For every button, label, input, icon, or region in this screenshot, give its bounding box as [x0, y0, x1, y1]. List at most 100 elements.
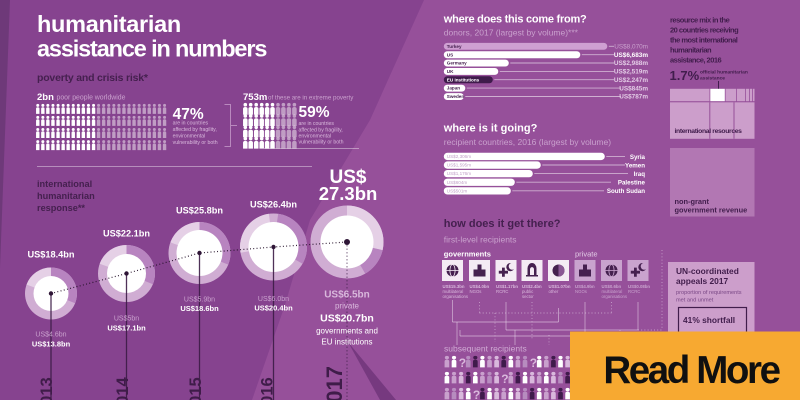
svg-text:2013: 2013 [38, 377, 56, 400]
svg-text:where is it going?: where is it going? [443, 123, 538, 135]
svg-text:RCRC: RCRC [496, 289, 508, 294]
svg-text:donors, 2017 (largest by volum: donors, 2017 (largest by volume)*** [444, 28, 579, 38]
svg-text:753m: 753m [243, 92, 267, 103]
svg-text:US$0.6bn: US$0.6bn [602, 284, 622, 289]
svg-text:US$604m: US$604m [447, 180, 468, 185]
svg-text:are in countries: are in countries [299, 121, 335, 127]
svg-text:how does it get there?: how does it get there? [444, 218, 561, 230]
svg-text:US$5bn: US$5bn [114, 316, 139, 323]
svg-text:Palestine: Palestine [618, 180, 646, 187]
svg-text:are in countries: are in countries [173, 120, 209, 126]
svg-text:humanitarian: humanitarian [37, 191, 95, 201]
svg-text:US$1.17bn: US$1.17bn [496, 284, 518, 289]
svg-text:EU institutions: EU institutions [447, 77, 480, 82]
svg-text:Japan: Japan [447, 86, 460, 91]
svg-text:multilateral: multilateral [443, 289, 464, 294]
svg-text:South Sudan: South Sudan [607, 188, 645, 195]
svg-text:RCRC: RCRC [628, 289, 640, 294]
svg-text:Germany: Germany [447, 61, 467, 66]
svg-text:2017: 2017 [322, 366, 347, 400]
svg-text:US$2,519m: US$2,519m [614, 69, 648, 76]
svg-text:US$20.7bn: US$20.7bn [320, 313, 374, 325]
svg-text:59%: 59% [299, 104, 330, 121]
svg-text:US$18.4bn: US$18.4bn [28, 250, 75, 260]
svg-text:assistance, 2016: assistance, 2016 [670, 56, 722, 65]
svg-text:poverty and crisis risk*: poverty and crisis risk* [37, 72, 149, 84]
svg-text:first-level recipients: first-level recipients [444, 235, 517, 245]
svg-text:US$22.1bn: US$22.1bn [103, 229, 150, 239]
svg-text:governments and: governments and [316, 327, 378, 336]
svg-text:Turkey: Turkey [447, 44, 462, 49]
svg-text:international resources: international resources [675, 128, 743, 135]
svg-text:organisations: organisations [443, 294, 469, 299]
svg-text:assistance: assistance [700, 76, 725, 82]
svg-text:US$1.07bn: US$1.07bn [549, 284, 571, 289]
svg-text:US$6.5bn: US$6.5bn [324, 290, 370, 301]
svg-text:US$20.4bn: US$20.4bn [254, 304, 293, 313]
svg-text:?: ? [459, 356, 466, 370]
svg-text:US$15.3bn: US$15.3bn [443, 284, 465, 289]
svg-text:assistance in numbers: assistance in numbers [37, 36, 267, 62]
svg-text:US$787m: US$787m [619, 94, 648, 101]
svg-text:affected by fragility,: affected by fragility, [299, 127, 343, 133]
svg-text:recipient countries, 2016 (lar: recipient countries, 2016 (largest by vo… [444, 137, 611, 147]
svg-text:US$501m: US$501m [447, 188, 468, 193]
svg-text:US$17.1bn: US$17.1bn [107, 324, 146, 333]
svg-text:private: private [575, 250, 598, 259]
svg-text:US$2,988m: US$2,988m [614, 60, 648, 67]
svg-text:official humanitarian: official humanitarian [700, 70, 748, 76]
svg-text:?: ? [530, 356, 537, 370]
svg-text:government revenue: government revenue [675, 206, 748, 215]
svg-text:US$6,683m: US$6,683m [614, 52, 648, 59]
svg-text:US: US [447, 52, 453, 57]
svg-text:US$1,595m: US$1,595m [447, 163, 471, 168]
svg-text:governments: governments [444, 250, 491, 259]
svg-text:Sweden: Sweden [447, 94, 465, 99]
svg-text:met and unmet: met and unmet [676, 298, 714, 304]
svg-text:vulnerability or both: vulnerability or both [173, 140, 218, 146]
svg-text:NGOs: NGOs [470, 289, 482, 294]
svg-text:where does this come from?: where does this come from? [443, 14, 587, 26]
svg-text:humanitarian: humanitarian [670, 46, 712, 55]
svg-text:Syria: Syria [630, 154, 646, 161]
svg-text:public: public [522, 289, 534, 294]
svg-text:UN-coordinated: UN-coordinated [676, 266, 739, 276]
svg-text:environmental: environmental [299, 133, 332, 139]
svg-text:Read More: Read More [603, 349, 780, 392]
svg-text:US$2,306m: US$2,306m [447, 154, 471, 159]
svg-text:2bn: 2bn [37, 92, 54, 103]
svg-text:EU institutions: EU institutions [321, 338, 372, 347]
svg-text:proportion of requirements: proportion of requirements [676, 290, 742, 296]
svg-text:multilateral: multilateral [602, 289, 623, 294]
svg-text:US$845m: US$845m [619, 85, 648, 92]
svg-text:Yemen: Yemen [625, 162, 645, 169]
svg-text:appeals 2017: appeals 2017 [676, 276, 728, 286]
svg-text:US$13.8bn: US$13.8bn [32, 340, 71, 349]
svg-text:2016: 2016 [259, 377, 277, 400]
svg-text:sector: sector [522, 294, 534, 299]
svg-text:US$18.6bn: US$18.6bn [180, 304, 219, 313]
svg-text:US$4.6bn: US$4.6bn [35, 332, 66, 339]
svg-text:organisations: organisations [602, 294, 628, 299]
svg-text:US$2,247m: US$2,247m [614, 77, 648, 84]
svg-text:US$5.9bn: US$5.9bn [184, 297, 215, 304]
svg-text:US$2.4bn: US$2.4bn [522, 284, 542, 289]
svg-text:UK: UK [447, 69, 454, 74]
svg-text:US$4.0bn: US$4.0bn [470, 284, 490, 289]
svg-text:humanitarian: humanitarian [37, 11, 181, 37]
svg-text:US$1,176m: US$1,176m [447, 171, 471, 176]
svg-text:US$26.4bn: US$26.4bn [250, 200, 297, 210]
svg-text:?: ? [501, 372, 508, 386]
svg-text:US$4.9bn: US$4.9bn [575, 284, 595, 289]
svg-text:1.7%: 1.7% [670, 68, 700, 83]
svg-text:2015: 2015 [187, 377, 205, 400]
svg-text:private: private [335, 302, 360, 311]
svg-text:affected by fragility,: affected by fragility, [173, 127, 217, 133]
svg-text:other: other [549, 289, 559, 294]
svg-text:US$25.8bn: US$25.8bn [176, 206, 223, 216]
svg-text:poor people worldwide: poor people worldwide [57, 95, 126, 102]
svg-text:20 countries receiving: 20 countries receiving [670, 26, 739, 35]
svg-text:environmental: environmental [173, 134, 206, 140]
svg-text:non-grant: non-grant [675, 197, 710, 206]
svg-text:NGOs: NGOs [575, 289, 587, 294]
